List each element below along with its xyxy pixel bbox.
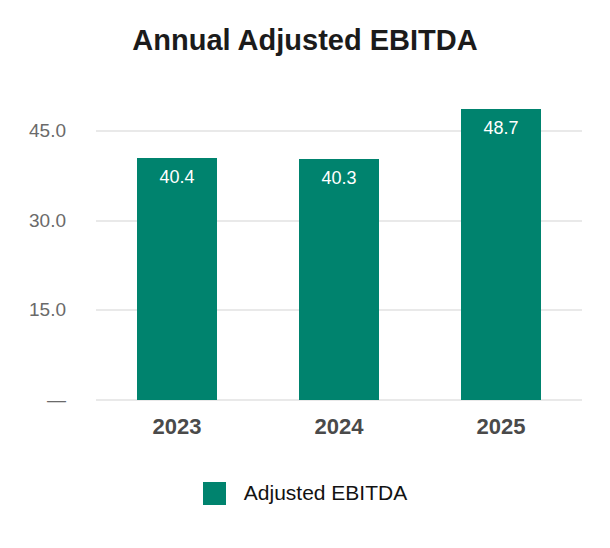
bar-value-label: 40.3	[299, 159, 379, 189]
plot-area: — 15.0 30.0 45.0 40.4 2023 40.3 2024 48.7 2025	[0, 0, 610, 548]
x-axis-tick-label: 2024	[258, 415, 420, 439]
x-axis-tick-label: 2023	[96, 415, 258, 439]
y-axis-tick-label: 30.0	[0, 210, 66, 232]
bar-value-label: 48.7	[461, 109, 541, 139]
bar-2024: 40.3	[299, 159, 379, 400]
y-axis-tick-label: 45.0	[0, 120, 66, 142]
legend: Adjusted EBITDA	[0, 480, 610, 506]
y-axis-tick-label: 15.0	[0, 299, 66, 321]
chart-canvas: Annual Adjusted EBITDA —15.030.045.040.4…	[0, 0, 610, 548]
legend-label: Adjusted EBITDA	[244, 481, 407, 505]
bar-value-label: 40.4	[137, 158, 217, 188]
bar-2025: 48.7	[461, 109, 541, 400]
x-axis-tick-label: 2025	[420, 415, 582, 439]
bar-2023: 40.4	[137, 158, 217, 400]
legend-swatch	[203, 482, 226, 505]
y-axis-tick-label: —	[0, 389, 66, 411]
